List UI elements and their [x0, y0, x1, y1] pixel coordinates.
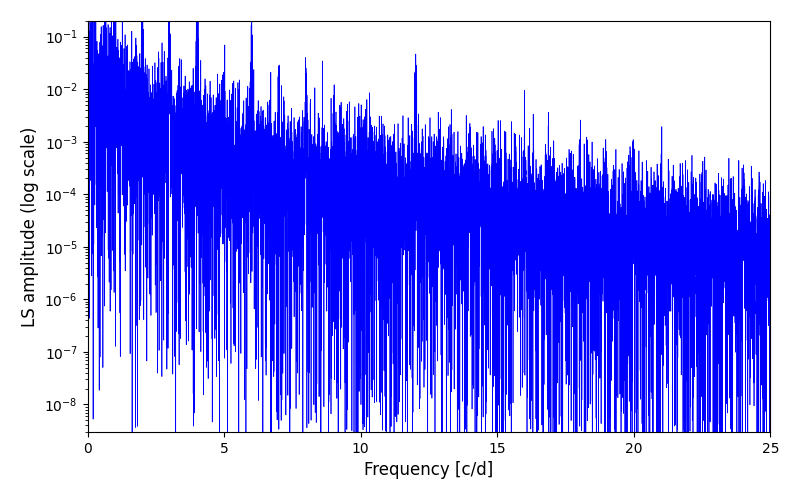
- X-axis label: Frequency [c/d]: Frequency [c/d]: [364, 461, 494, 479]
- Y-axis label: LS amplitude (log scale): LS amplitude (log scale): [21, 126, 39, 326]
